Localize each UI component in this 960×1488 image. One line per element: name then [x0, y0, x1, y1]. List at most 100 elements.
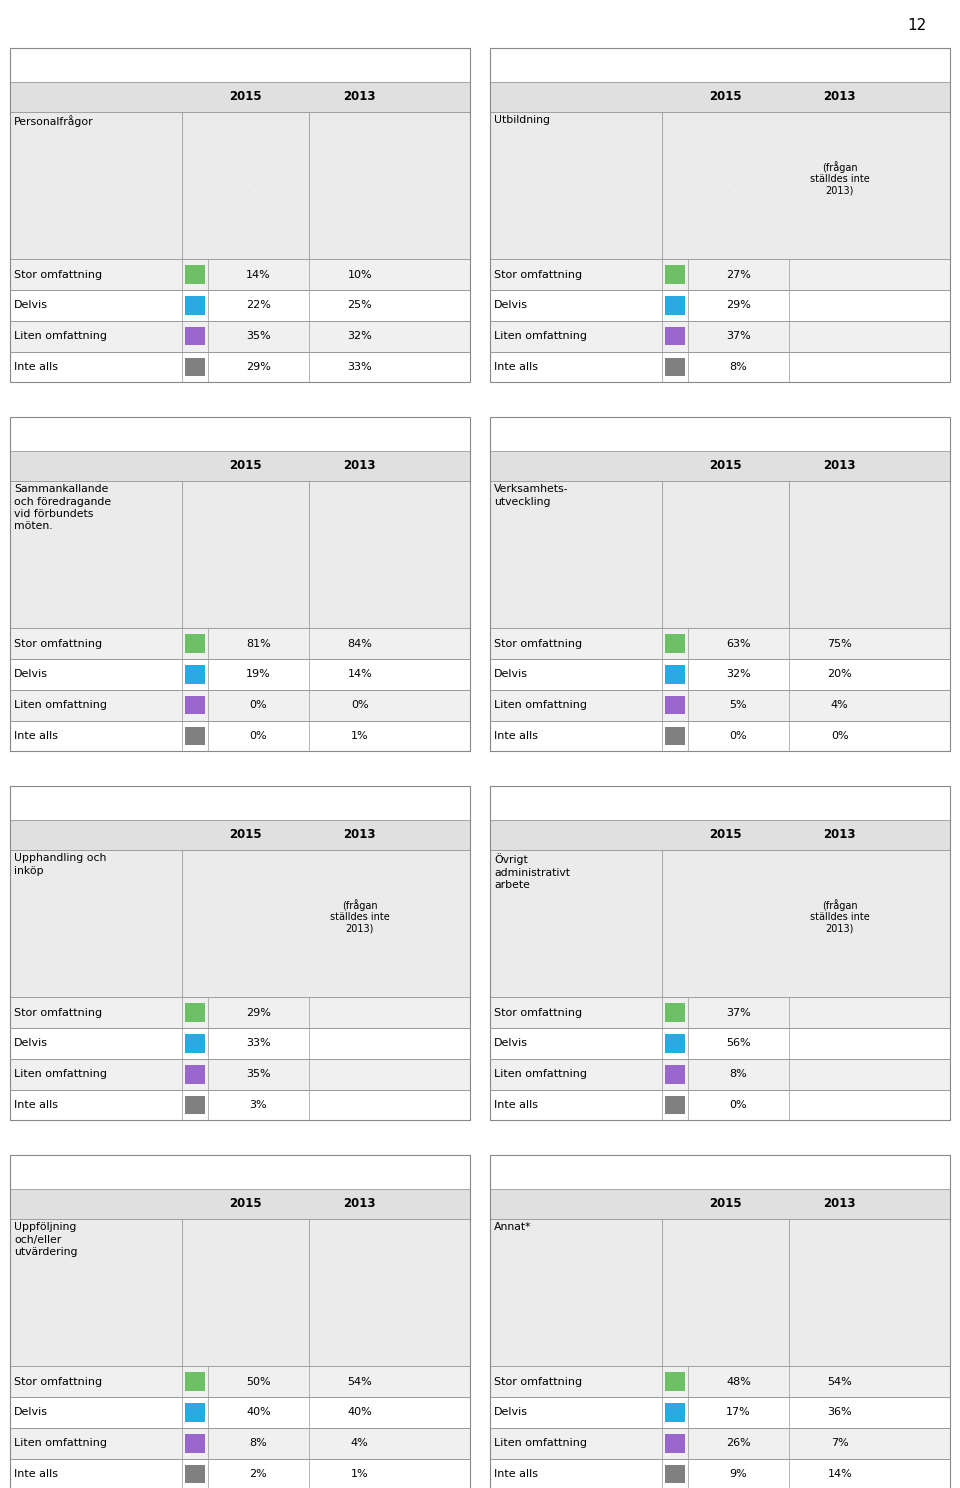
- Bar: [665, 634, 685, 653]
- Text: 29%: 29%: [246, 362, 271, 372]
- Text: Uppföljning
och/eller
utvärdering: Uppföljning och/eller utvärdering: [14, 1222, 78, 1257]
- Bar: [10, 850, 470, 997]
- Text: 40%: 40%: [246, 1408, 271, 1418]
- Text: Stor omfattning: Stor omfattning: [14, 269, 103, 280]
- Bar: [665, 696, 685, 714]
- Bar: [10, 1028, 470, 1059]
- Bar: [185, 1434, 205, 1452]
- Text: Liten omfattning: Liten omfattning: [494, 701, 588, 710]
- Text: Delvis: Delvis: [14, 1039, 48, 1049]
- Bar: [665, 1065, 685, 1083]
- Bar: [665, 357, 685, 376]
- Bar: [490, 1089, 950, 1120]
- Bar: [665, 327, 685, 345]
- Text: 32%: 32%: [348, 332, 372, 341]
- Bar: [10, 690, 470, 720]
- Bar: [185, 1372, 205, 1391]
- Text: 48%: 48%: [726, 1376, 751, 1387]
- Text: 32%: 32%: [726, 670, 751, 680]
- Bar: [490, 351, 950, 382]
- Text: 35%: 35%: [246, 1070, 271, 1079]
- Text: 40%: 40%: [348, 1408, 372, 1418]
- Text: Stor omfattning: Stor omfattning: [494, 269, 583, 280]
- Bar: [490, 1397, 950, 1428]
- Text: Stor omfattning: Stor omfattning: [494, 1007, 583, 1018]
- Bar: [10, 997, 470, 1028]
- Text: 25%: 25%: [348, 301, 372, 311]
- Text: 2015: 2015: [709, 1198, 742, 1210]
- Text: 84%: 84%: [348, 638, 372, 649]
- Bar: [665, 1095, 685, 1115]
- Bar: [185, 265, 205, 284]
- Bar: [665, 296, 685, 314]
- Text: 2015: 2015: [709, 829, 742, 841]
- Text: 33%: 33%: [348, 362, 372, 372]
- Bar: [665, 1034, 685, 1052]
- Text: 29%: 29%: [246, 1007, 271, 1018]
- Bar: [665, 1434, 685, 1452]
- Text: 10%: 10%: [348, 269, 372, 280]
- Text: Inte alls: Inte alls: [14, 362, 59, 372]
- Text: 2%: 2%: [250, 1469, 267, 1479]
- Text: 2013: 2013: [344, 460, 376, 472]
- Text: 0%: 0%: [250, 731, 267, 741]
- Text: 0%: 0%: [351, 701, 369, 710]
- Text: 63%: 63%: [726, 638, 751, 649]
- Text: 8%: 8%: [730, 1070, 747, 1079]
- Text: Delvis: Delvis: [14, 670, 48, 680]
- Text: 2013: 2013: [824, 1198, 856, 1210]
- Bar: [490, 82, 950, 112]
- Bar: [665, 1403, 685, 1421]
- Text: 1%: 1%: [351, 731, 369, 741]
- Text: Liten omfattning: Liten omfattning: [14, 332, 108, 341]
- Text: 27%: 27%: [726, 269, 751, 280]
- Text: Personalfrågor: Personalfrågor: [14, 115, 94, 126]
- Text: 29%: 29%: [726, 301, 751, 311]
- Bar: [665, 265, 685, 284]
- Bar: [10, 112, 470, 259]
- Bar: [490, 628, 950, 659]
- Bar: [185, 665, 205, 683]
- Bar: [490, 1059, 950, 1089]
- Bar: [10, 1397, 470, 1428]
- Text: Inte alls: Inte alls: [14, 1100, 59, 1110]
- Bar: [490, 1458, 950, 1488]
- Text: 37%: 37%: [726, 1007, 751, 1018]
- Text: Övrigt
administrativt
arbete: Övrigt administrativt arbete: [494, 853, 570, 890]
- Text: Liten omfattning: Liten omfattning: [14, 1070, 108, 1079]
- Bar: [10, 1059, 470, 1089]
- Text: 0%: 0%: [250, 701, 267, 710]
- Bar: [490, 112, 950, 259]
- Bar: [490, 451, 950, 481]
- Bar: [490, 1428, 950, 1458]
- Bar: [10, 1428, 470, 1458]
- Bar: [490, 659, 950, 690]
- Text: 19%: 19%: [246, 670, 271, 680]
- Text: Annat*: Annat*: [494, 1222, 532, 1232]
- Text: Inte alls: Inte alls: [494, 362, 539, 372]
- Text: 2013: 2013: [344, 1198, 376, 1210]
- Text: Stor omfattning: Stor omfattning: [14, 1376, 103, 1387]
- Bar: [490, 820, 950, 850]
- Bar: [10, 259, 470, 290]
- Bar: [10, 628, 470, 659]
- Bar: [665, 665, 685, 683]
- Text: Liten omfattning: Liten omfattning: [494, 1070, 588, 1079]
- Text: Delvis: Delvis: [14, 1408, 48, 1418]
- Text: 8%: 8%: [730, 362, 747, 372]
- Bar: [10, 1189, 470, 1219]
- Text: Delvis: Delvis: [494, 670, 528, 680]
- Text: 20%: 20%: [828, 670, 852, 680]
- Text: 2013: 2013: [824, 460, 856, 472]
- Text: 7%: 7%: [831, 1439, 849, 1448]
- Text: 8%: 8%: [250, 1439, 267, 1448]
- Text: 14%: 14%: [246, 269, 271, 280]
- Text: 37%: 37%: [726, 332, 751, 341]
- Text: Inte alls: Inte alls: [14, 731, 59, 741]
- Bar: [10, 820, 470, 850]
- Bar: [185, 696, 205, 714]
- Text: 3%: 3%: [250, 1100, 267, 1110]
- Bar: [10, 451, 470, 481]
- Text: 33%: 33%: [246, 1039, 271, 1049]
- Bar: [10, 1089, 470, 1120]
